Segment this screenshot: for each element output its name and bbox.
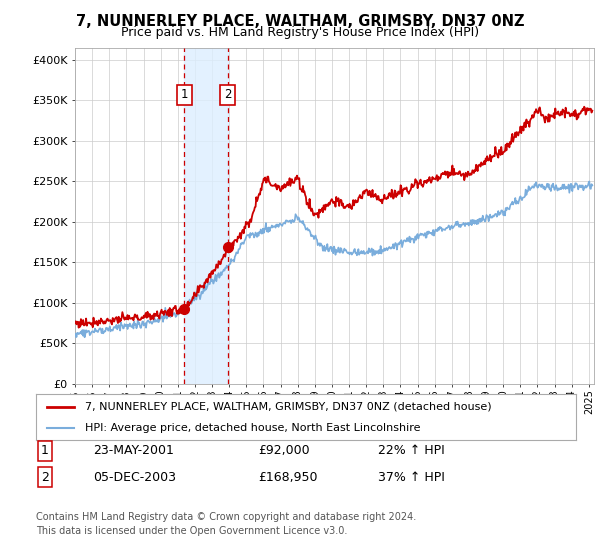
- Text: 7, NUNNERLEY PLACE, WALTHAM, GRIMSBY, DN37 0NZ: 7, NUNNERLEY PLACE, WALTHAM, GRIMSBY, DN…: [76, 14, 524, 29]
- Text: 1: 1: [181, 88, 188, 101]
- Text: 23-MAY-2001: 23-MAY-2001: [93, 444, 174, 458]
- Text: 1: 1: [41, 444, 49, 458]
- Text: £168,950: £168,950: [258, 470, 317, 484]
- Text: £92,000: £92,000: [258, 444, 310, 458]
- Text: 2: 2: [224, 88, 232, 101]
- Text: Contains HM Land Registry data © Crown copyright and database right 2024.
This d: Contains HM Land Registry data © Crown c…: [36, 512, 416, 536]
- Text: 22% ↑ HPI: 22% ↑ HPI: [378, 444, 445, 458]
- Text: 7, NUNNERLEY PLACE, WALTHAM, GRIMSBY, DN37 0NZ (detached house): 7, NUNNERLEY PLACE, WALTHAM, GRIMSBY, DN…: [85, 402, 491, 412]
- Text: HPI: Average price, detached house, North East Lincolnshire: HPI: Average price, detached house, Nort…: [85, 423, 420, 433]
- Bar: [184, 48, 228, 384]
- Text: Price paid vs. HM Land Registry's House Price Index (HPI): Price paid vs. HM Land Registry's House …: [121, 26, 479, 39]
- Text: 37% ↑ HPI: 37% ↑ HPI: [378, 470, 445, 484]
- Text: 2: 2: [41, 470, 49, 484]
- Text: 05-DEC-2003: 05-DEC-2003: [93, 470, 176, 484]
